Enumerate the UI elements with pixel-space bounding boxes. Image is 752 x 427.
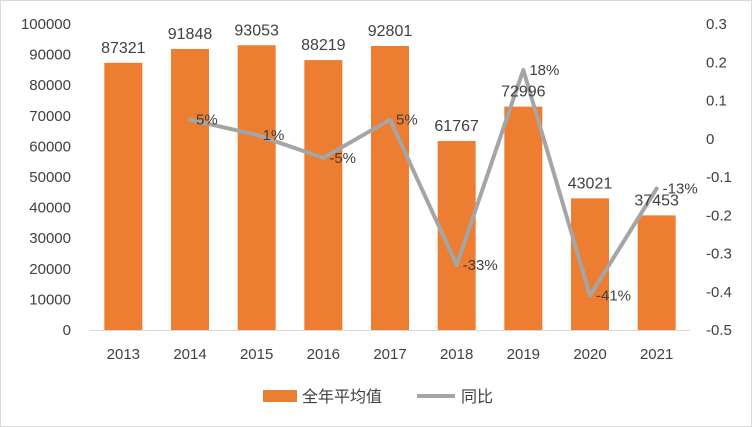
x-tick-label: 2021 — [640, 346, 673, 363]
y-left-tick-label: 60000 — [29, 138, 71, 155]
y-left-tick-label: 40000 — [29, 200, 71, 217]
y-right-tick-label: 0.1 — [706, 93, 727, 110]
bar — [504, 106, 543, 331]
bar-data-label: 91848 — [168, 26, 213, 43]
x-tick-label: 2014 — [173, 346, 206, 363]
bar-data-label: 61767 — [434, 118, 479, 135]
line-series-yoy — [188, 67, 659, 298]
x-tick-label: 2015 — [240, 346, 273, 363]
y-left-tick-label: 10000 — [29, 291, 71, 308]
x-tick-label: 2016 — [307, 346, 340, 363]
bar — [304, 60, 343, 330]
y-left-tick-label: 90000 — [29, 47, 71, 64]
line-data-label: 18% — [529, 62, 559, 79]
bar-data-label: 92801 — [368, 23, 413, 40]
legend-swatch-bar — [263, 390, 297, 402]
legend-label: 同比 — [461, 388, 493, 406]
x-tick-label: 2019 — [507, 346, 540, 363]
y-right-tick-label: -0.1 — [706, 169, 732, 186]
bar — [371, 46, 409, 331]
bar — [104, 62, 143, 331]
y-left-tick-label: 30000 — [29, 230, 71, 247]
line-data-label: 5% — [396, 112, 418, 129]
line-data-label: 1% — [263, 127, 285, 144]
x-tick-label: 2013 — [107, 346, 140, 363]
bar-data-label: 88219 — [301, 37, 346, 54]
y-left-tick-label: 80000 — [29, 77, 71, 94]
y-right-tick-label: -0.2 — [706, 207, 732, 224]
bar-data-label: 87321 — [101, 40, 146, 57]
bar-data-label: 43021 — [568, 175, 613, 192]
bar — [571, 198, 609, 330]
line-data-label: 5% — [196, 112, 218, 129]
x-tick-label: 2018 — [440, 346, 473, 363]
bar-data-label: 37453 — [634, 192, 679, 209]
y-left-tick-label: 50000 — [29, 169, 71, 186]
bar — [171, 48, 209, 330]
y-right-tick-label: -0.3 — [706, 246, 732, 263]
y-right-tick-label: 0.2 — [706, 54, 727, 71]
legend-label: 全年平均值 — [302, 388, 382, 406]
y-right-tick-label: -0.5 — [706, 322, 732, 339]
x-tick-label: 2020 — [573, 346, 606, 363]
y-left-tick-label: 20000 — [29, 261, 71, 278]
bar-data-label: 72996 — [501, 84, 546, 101]
bar-data-label: 93053 — [234, 22, 279, 39]
line-data-label: -5% — [329, 150, 356, 167]
line-data-label: -13% — [663, 180, 698, 197]
y-right-tick-label: 0.3 — [706, 16, 727, 33]
bar — [237, 45, 276, 331]
line-data-label: -33% — [463, 257, 498, 274]
y-left-tick-label: 100000 — [21, 16, 71, 33]
y-right-tick-label: 0 — [706, 131, 714, 148]
y-right-tick-label: -0.4 — [706, 284, 732, 301]
y-left-tick-label: 0 — [63, 322, 71, 339]
y-left-tick-label: 70000 — [29, 108, 71, 125]
line-data-label: -41% — [596, 288, 631, 305]
bar — [637, 215, 676, 330]
x-tick-label: 2017 — [373, 346, 406, 363]
